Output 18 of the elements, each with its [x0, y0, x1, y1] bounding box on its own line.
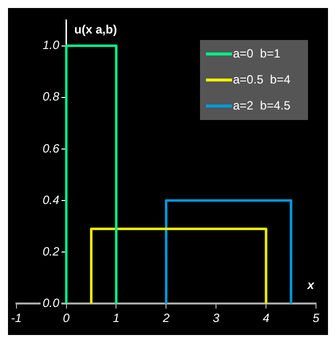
x-tick-label: -1 — [11, 311, 22, 326]
y-tick-label: 0.8 — [42, 90, 60, 104]
legend-label: a=0.5 b=4 — [233, 72, 291, 86]
x-tick-label: 5 — [312, 311, 320, 326]
legend-label: a=2 b=4.5 — [233, 98, 291, 112]
y-tick-label: 0.2 — [42, 244, 60, 258]
legend-label: a=0 b=1 — [233, 46, 281, 60]
x-tick-label: 2 — [162, 311, 170, 326]
y-tick-label: 0.6 — [42, 141, 60, 156]
y-tick-label: 1.0 — [42, 38, 60, 52]
x-tick-label: 1 — [112, 311, 120, 326]
x-tick-label: 3 — [212, 311, 220, 326]
x-tick-label: 0 — [62, 311, 70, 326]
y-axis-title: u(x a,b) — [74, 22, 117, 36]
x-axis-title: x — [306, 278, 316, 292]
x-tick-label: 4 — [262, 311, 270, 326]
y-tick-label: 0.4 — [42, 192, 60, 207]
y-tick-label: 0.0 — [42, 296, 60, 310]
